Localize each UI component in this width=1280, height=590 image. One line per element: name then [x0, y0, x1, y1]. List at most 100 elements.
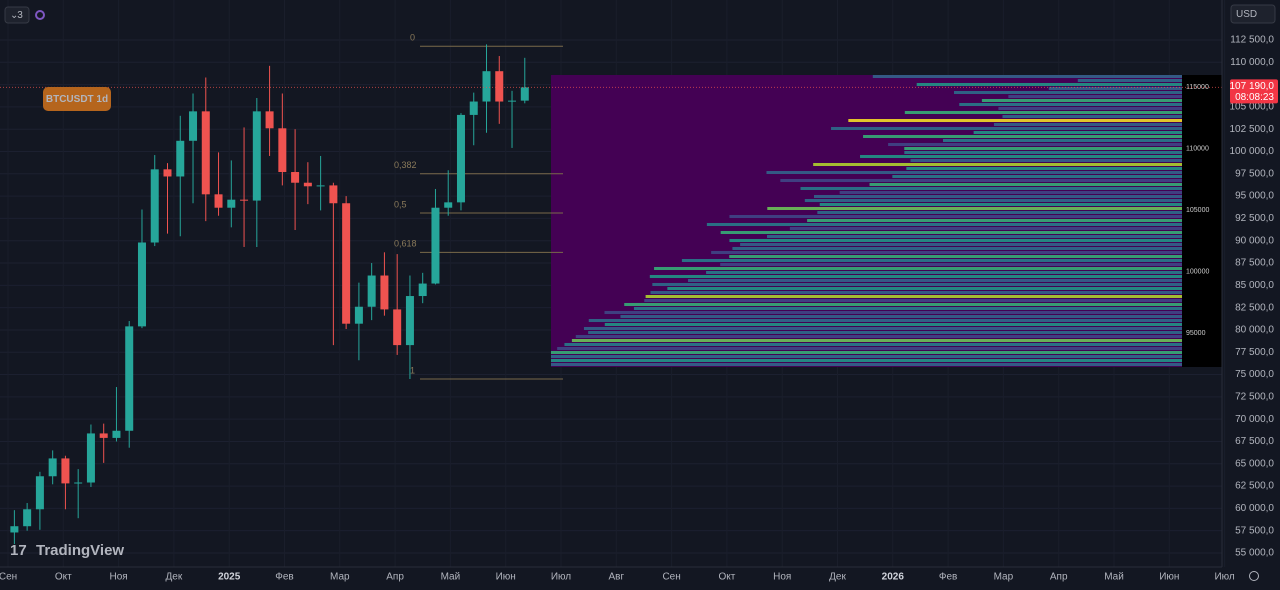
- heatmap-band: [998, 107, 1182, 110]
- fib-label: 0,5: [394, 199, 407, 209]
- brand-logo: TradingView: [36, 542, 124, 559]
- heatmap-band: [571, 339, 1182, 342]
- last-price-label: 107 190,0: [1230, 81, 1275, 92]
- heatmap-band: [667, 287, 1182, 290]
- x-tick-label: Ноя: [773, 572, 791, 583]
- heatmap-band: [551, 363, 1182, 366]
- candle-body: [35, 476, 44, 510]
- heatmap-band: [973, 131, 1182, 134]
- fib-label: 1: [410, 365, 415, 375]
- candle-body: [99, 433, 108, 438]
- x-tick-label: Авг: [608, 572, 624, 583]
- heatmap-band: [711, 251, 1182, 254]
- y-tick-label: 90 000,0: [1235, 235, 1274, 246]
- x-tick-label: Май: [1104, 572, 1124, 583]
- x-tick-label: Июн: [1159, 572, 1179, 583]
- settings-gear[interactable]: [1249, 571, 1259, 581]
- y-tick-label: 60 000,0: [1235, 503, 1274, 514]
- y-tick-label: 65 000,0: [1235, 458, 1274, 469]
- y-tick-label: 77 500,0: [1235, 347, 1274, 358]
- heatmap-band: [789, 227, 1182, 230]
- candle-body: [393, 309, 402, 346]
- heatmap-band: [706, 223, 1182, 226]
- heatmap-band: [732, 247, 1182, 250]
- last-price-tag: [1230, 79, 1278, 104]
- y-tick-label: 97 500,0: [1235, 168, 1274, 179]
- candle-body: [252, 111, 261, 201]
- chevron: ⌄: [10, 10, 18, 21]
- y-tick-label: 57 500,0: [1235, 525, 1274, 536]
- heatmap-band: [916, 83, 1182, 86]
- heatmap-band: [740, 243, 1182, 246]
- heatmap-band: [780, 179, 1182, 182]
- fib-label: 0,618: [394, 239, 417, 249]
- candle-body: [508, 100, 517, 102]
- x-tick-label: Апр: [386, 572, 404, 583]
- heatmap-band: [888, 143, 1182, 146]
- candle-body: [112, 430, 121, 438]
- x-tick-label: Дек: [166, 572, 183, 583]
- heatmap-band: [557, 347, 1182, 350]
- x-tick-label: Сен: [662, 572, 680, 583]
- heatmap-band: [1008, 95, 1182, 98]
- candle-body: [86, 433, 95, 483]
- inset-tick-label: 105000: [1186, 207, 1209, 214]
- y-tick-label: 55 000,0: [1235, 548, 1274, 559]
- candle-body: [469, 101, 478, 115]
- heatmap-band: [848, 119, 1182, 122]
- symbol-label: BTCUSDT 1d: [46, 94, 108, 105]
- y-tick-label: 67 500,0: [1235, 436, 1274, 447]
- plot: 0 0,382 0,5 0,618 1: [0, 33, 1222, 545]
- heatmap-band: [1002, 115, 1182, 118]
- heatmap-band: [688, 279, 1182, 282]
- heatmap-band: [904, 151, 1182, 154]
- heatmap-band: [863, 135, 1182, 138]
- heatmap-band: [910, 159, 1182, 162]
- y-tick-label: 80 000,0: [1235, 325, 1274, 336]
- heatmap-band: [817, 211, 1182, 214]
- heatmap-band: [720, 231, 1182, 234]
- x-tick-label: 2026: [882, 572, 905, 583]
- heatmap-band: [766, 235, 1182, 238]
- heatmap-band: [645, 295, 1182, 298]
- y-tick-label: 95 000,0: [1235, 191, 1274, 202]
- heatmap-band: [892, 175, 1182, 178]
- heatmap-band: [650, 291, 1182, 294]
- candle-body: [61, 458, 70, 484]
- heatmap-band: [904, 111, 1182, 114]
- heatmap-band: [588, 331, 1182, 334]
- heatmap-band: [564, 343, 1182, 346]
- x-tick-label: Фев: [275, 572, 293, 583]
- fib-label: 0: [410, 33, 415, 43]
- heatmap-band: [644, 299, 1182, 302]
- candle-body: [444, 202, 453, 208]
- currency-button[interactable]: [1230, 4, 1276, 24]
- inset-tick-label: 95000: [1186, 330, 1206, 337]
- heatmap-band: [604, 311, 1182, 314]
- x-tick-label: Мар: [330, 572, 350, 583]
- interval-button[interactable]: [4, 6, 30, 24]
- heatmap-band: [959, 103, 1182, 106]
- axes: 55 000,0 57 500,0 60 000,0 62 500,0 65 000,0…: [0, 35, 1278, 583]
- heatmap-band: [804, 199, 1182, 202]
- x-tick-label: Окт: [718, 572, 735, 583]
- candle-body: [405, 296, 414, 346]
- y-tick-label: 87 500,0: [1235, 258, 1274, 269]
- candle-body: [240, 199, 249, 201]
- heatmap-band: [860, 155, 1182, 158]
- x-tick-label: Июл: [1214, 572, 1234, 583]
- heatmap-band: [1048, 87, 1182, 90]
- heatmap-band: [813, 163, 1182, 166]
- y-tick-label: 82 500,0: [1235, 302, 1274, 313]
- settings-icon[interactable]: [35, 10, 45, 20]
- x-tick-label: Ноя: [109, 572, 127, 583]
- countdown: 08:08:23: [1235, 92, 1274, 103]
- symbol-badge[interactable]: [43, 87, 111, 111]
- heatmap-axis: [1182, 75, 1222, 367]
- heatmap-band: [729, 255, 1182, 258]
- heatmap-band: [604, 323, 1182, 326]
- heatmap-band: [942, 139, 1182, 142]
- candle-body: [23, 509, 32, 527]
- candle-body: [214, 194, 223, 208]
- x-tick-label: Сен: [0, 572, 17, 583]
